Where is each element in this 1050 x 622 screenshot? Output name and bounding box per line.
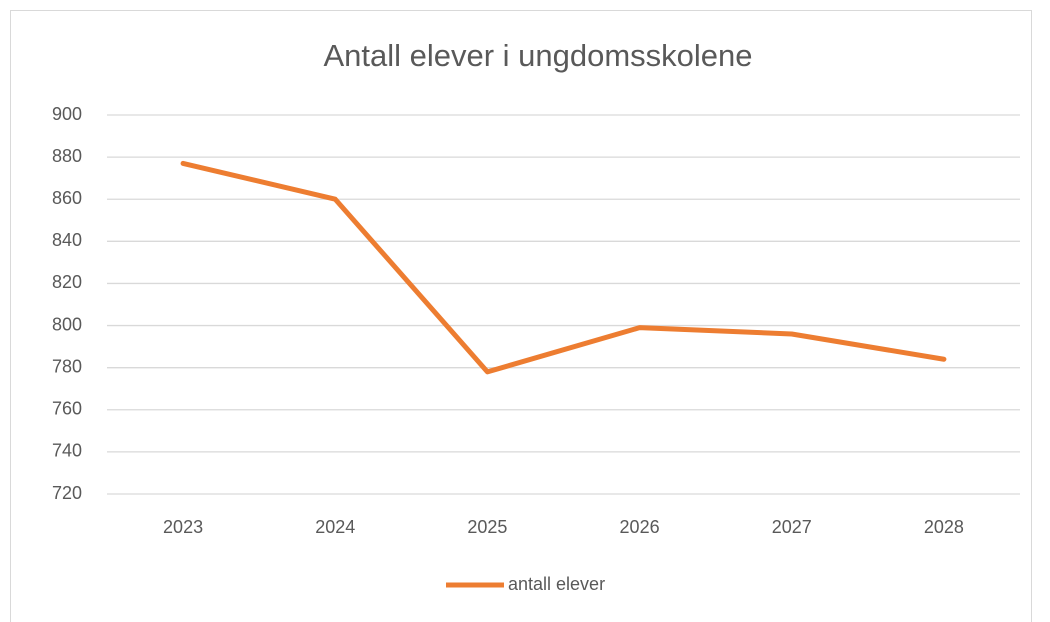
data-line [180,160,947,375]
y-tick-label: 800 [52,314,82,334]
y-tick-label: 780 [52,356,82,376]
chart-frame [10,10,1032,622]
y-tick-label: 900 [52,104,82,124]
chart-title: Antall elever i ungdomsskolene [323,38,752,73]
legend-label: antall elever [508,574,605,594]
x-tick-label: 2025 [467,517,507,537]
y-tick-label: 820 [52,272,82,292]
y-tick-label: 720 [52,483,82,503]
x-tick-label: 2028 [924,517,964,537]
y-tick-label: 860 [52,188,82,208]
y-tick-label: 740 [52,441,82,461]
y-tick-label: 880 [52,146,82,166]
x-tick-label: 2023 [163,517,203,537]
x-tick-label: 2024 [315,517,355,537]
y-tick-label: 840 [52,230,82,250]
x-tick-label: 2027 [772,517,812,537]
y-tick-label: 760 [52,399,82,419]
x-tick-label: 2026 [620,517,660,537]
